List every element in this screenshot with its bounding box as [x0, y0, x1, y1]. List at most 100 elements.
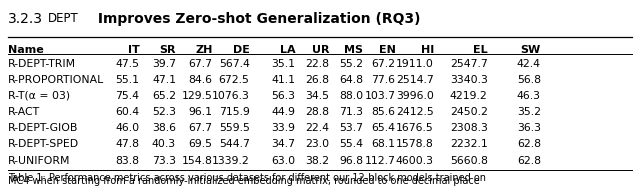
Text: 56.3: 56.3: [272, 91, 296, 101]
Text: DE: DE: [233, 45, 250, 55]
Text: 3996.0: 3996.0: [396, 91, 434, 101]
Text: 22.4: 22.4: [306, 123, 330, 133]
Text: 3340.3: 3340.3: [450, 75, 488, 85]
Text: 55.1: 55.1: [116, 75, 140, 85]
Text: 68.1: 68.1: [371, 140, 396, 150]
Text: 62.8: 62.8: [517, 140, 541, 150]
Text: EN: EN: [379, 45, 396, 55]
Text: 35.2: 35.2: [517, 107, 541, 117]
Text: R-ACT: R-ACT: [8, 107, 40, 117]
Text: 41.1: 41.1: [272, 75, 296, 85]
Text: MC4 when starting from a randomly-initialized embedding matrix, rounded to one d: MC4 when starting from a randomly-initia…: [8, 176, 479, 186]
Text: 55.2: 55.2: [339, 59, 363, 69]
Text: 67.7: 67.7: [189, 123, 212, 133]
Text: 88.0: 88.0: [339, 91, 363, 101]
Text: 26.8: 26.8: [306, 75, 330, 85]
Text: R-PROPORTIONAL: R-PROPORTIONAL: [8, 75, 104, 85]
Text: IT: IT: [128, 45, 140, 55]
Text: 4600.3: 4600.3: [396, 156, 434, 166]
Text: Improves Zero-shot Generalization (RQ3): Improves Zero-shot Generalization (RQ3): [93, 12, 420, 26]
Text: 2450.2: 2450.2: [450, 107, 488, 117]
Text: 36.3: 36.3: [517, 123, 541, 133]
Text: 83.8: 83.8: [116, 156, 140, 166]
Text: 56.8: 56.8: [517, 75, 541, 85]
Text: 3.2.3: 3.2.3: [8, 12, 43, 26]
Text: 77.6: 77.6: [371, 75, 396, 85]
Text: 73.3: 73.3: [152, 156, 176, 166]
Text: 559.5: 559.5: [219, 123, 250, 133]
Text: MS: MS: [344, 45, 363, 55]
Text: 64.8: 64.8: [339, 75, 363, 85]
Text: 38.6: 38.6: [152, 123, 176, 133]
Text: 34.5: 34.5: [306, 91, 330, 101]
Text: 129.5: 129.5: [182, 91, 212, 101]
Text: 2547.7: 2547.7: [450, 59, 488, 69]
Text: R-UNIFORM: R-UNIFORM: [8, 156, 70, 166]
Text: 39.7: 39.7: [152, 59, 176, 69]
Text: R-DEPT-SPED: R-DEPT-SPED: [8, 140, 79, 150]
Text: 52.3: 52.3: [152, 107, 176, 117]
Text: 47.5: 47.5: [116, 59, 140, 69]
Text: HI: HI: [420, 45, 434, 55]
Text: 1676.5: 1676.5: [396, 123, 434, 133]
Text: 22.8: 22.8: [306, 59, 330, 69]
Text: 38.2: 38.2: [306, 156, 330, 166]
Text: 60.4: 60.4: [115, 107, 140, 117]
Text: 46.3: 46.3: [517, 91, 541, 101]
Text: 34.7: 34.7: [272, 140, 296, 150]
Text: UR: UR: [312, 45, 330, 55]
Text: 672.5: 672.5: [219, 75, 250, 85]
Text: 2412.5: 2412.5: [396, 107, 434, 117]
Text: 544.7: 544.7: [219, 140, 250, 150]
Text: EL: EL: [473, 45, 488, 55]
Text: 75.4: 75.4: [116, 91, 140, 101]
Text: 28.8: 28.8: [306, 107, 330, 117]
Text: 1911.0: 1911.0: [396, 59, 434, 69]
Text: 33.9: 33.9: [272, 123, 296, 133]
Text: 85.6: 85.6: [371, 107, 396, 117]
Text: 4219.2: 4219.2: [450, 91, 488, 101]
Text: 154.8: 154.8: [182, 156, 212, 166]
Text: SW: SW: [520, 45, 541, 55]
Text: 35.1: 35.1: [272, 59, 296, 69]
Text: R-T(α = 03): R-T(α = 03): [8, 91, 70, 101]
Text: 5660.8: 5660.8: [450, 156, 488, 166]
Text: 1578.8: 1578.8: [396, 140, 434, 150]
Text: 2514.7: 2514.7: [396, 75, 434, 85]
Text: 63.0: 63.0: [271, 156, 296, 166]
Text: 47.1: 47.1: [152, 75, 176, 85]
Text: 715.9: 715.9: [219, 107, 250, 117]
Text: 71.3: 71.3: [339, 107, 363, 117]
Text: DEPT: DEPT: [48, 12, 79, 25]
Text: 40.3: 40.3: [152, 140, 176, 150]
Text: 567.4: 567.4: [219, 59, 250, 69]
Text: R-DEPT-TRIM: R-DEPT-TRIM: [8, 59, 76, 69]
Text: LA: LA: [280, 45, 296, 55]
Text: 42.4: 42.4: [517, 59, 541, 69]
Text: R-DEPT-GIOB: R-DEPT-GIOB: [8, 123, 78, 133]
Text: Name: Name: [8, 45, 44, 55]
Text: 112.7: 112.7: [365, 156, 396, 166]
Text: 53.7: 53.7: [339, 123, 363, 133]
Text: 62.8: 62.8: [517, 156, 541, 166]
Text: 1076.3: 1076.3: [212, 91, 250, 101]
Text: 96.8: 96.8: [339, 156, 363, 166]
Text: 65.4: 65.4: [371, 123, 396, 133]
Text: 44.9: 44.9: [272, 107, 296, 117]
Text: 46.0: 46.0: [115, 123, 140, 133]
Text: Table 1: Performance metrics across various datasets for different our 12-block : Table 1: Performance metrics across vari…: [8, 173, 486, 183]
Text: 2308.3: 2308.3: [450, 123, 488, 133]
Text: 1339.2: 1339.2: [212, 156, 250, 166]
Text: 23.0: 23.0: [305, 140, 330, 150]
Text: 96.1: 96.1: [189, 107, 212, 117]
Text: 67.7: 67.7: [189, 59, 212, 69]
Text: 65.2: 65.2: [152, 91, 176, 101]
Text: 55.4: 55.4: [339, 140, 363, 150]
Text: 103.7: 103.7: [365, 91, 396, 101]
Text: 84.6: 84.6: [189, 75, 212, 85]
Text: ZH: ZH: [195, 45, 212, 55]
Text: 69.5: 69.5: [189, 140, 212, 150]
Text: SR: SR: [159, 45, 176, 55]
Text: 67.2: 67.2: [371, 59, 396, 69]
Text: 2232.1: 2232.1: [450, 140, 488, 150]
